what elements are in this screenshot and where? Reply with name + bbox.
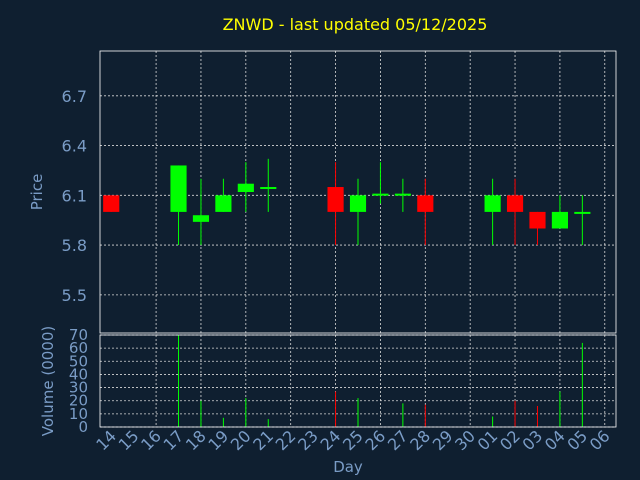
- volume-tick-label: 0: [78, 418, 88, 436]
- volume-tick-label: 20: [69, 392, 88, 410]
- candle-body: [417, 195, 434, 212]
- candle-body: [529, 211, 546, 229]
- candle: [529, 211, 546, 246]
- candle: [551, 195, 568, 229]
- candle-body: [574, 211, 591, 214]
- price-tick-label: 6.1: [62, 186, 87, 205]
- chart-title: ZNWD - last updated 05/12/2025: [223, 15, 488, 34]
- price-tick-label: 6.4: [62, 137, 87, 156]
- volume-tick-label: 10: [69, 405, 88, 423]
- price-tick-label: 6.7: [62, 87, 87, 106]
- candle: [103, 195, 120, 212]
- x-axis-label: Day: [333, 458, 363, 476]
- volume-bars: [178, 335, 583, 427]
- candles: [103, 158, 591, 246]
- volume-tick-label: 30: [69, 379, 88, 397]
- price-tick-label: 5.5: [62, 286, 87, 305]
- volume-panel-frame: [99, 334, 617, 428]
- candle: [417, 178, 434, 246]
- candle: [394, 178, 411, 212]
- candle-body: [349, 195, 367, 212]
- candle-body: [327, 187, 344, 212]
- volume-tick-label: 50: [69, 352, 88, 370]
- candle: [372, 162, 389, 204]
- volume-tick-label: 70: [69, 326, 88, 344]
- candle-body: [170, 165, 187, 212]
- candle: [574, 195, 591, 246]
- candle-body: [372, 193, 389, 196]
- candle-body: [260, 187, 277, 190]
- x-ticks: 1415161718192021222324252627282930010203…: [92, 426, 613, 454]
- candle: [349, 178, 367, 246]
- candle-body: [551, 211, 568, 229]
- candle: [260, 158, 277, 212]
- candle-body: [394, 193, 411, 196]
- candle: [215, 178, 232, 212]
- candle-body: [103, 195, 120, 212]
- candle: [237, 162, 254, 212]
- candle: [484, 178, 501, 246]
- volume-axis-label: Volume (0000): [39, 326, 57, 436]
- volume-tick-label: 40: [69, 365, 88, 383]
- candle-body: [237, 183, 254, 192]
- price-panel-frame: [99, 50, 617, 334]
- price-axis-label: Price: [28, 174, 46, 211]
- candle: [327, 162, 344, 246]
- price-tick-label: 5.8: [62, 236, 87, 255]
- candle-body: [192, 215, 210, 222]
- candle: [506, 178, 524, 246]
- x-tick-label: 06: [586, 426, 614, 454]
- candle: [192, 178, 210, 246]
- price-y-ticks: 5.5 5.8 6.1 6.4 6.7: [62, 87, 87, 305]
- candle-body: [484, 195, 501, 212]
- candle-body: [215, 195, 232, 212]
- candle-body: [506, 195, 524, 212]
- volume-tick-label: 60: [69, 339, 88, 357]
- candle: [170, 165, 187, 246]
